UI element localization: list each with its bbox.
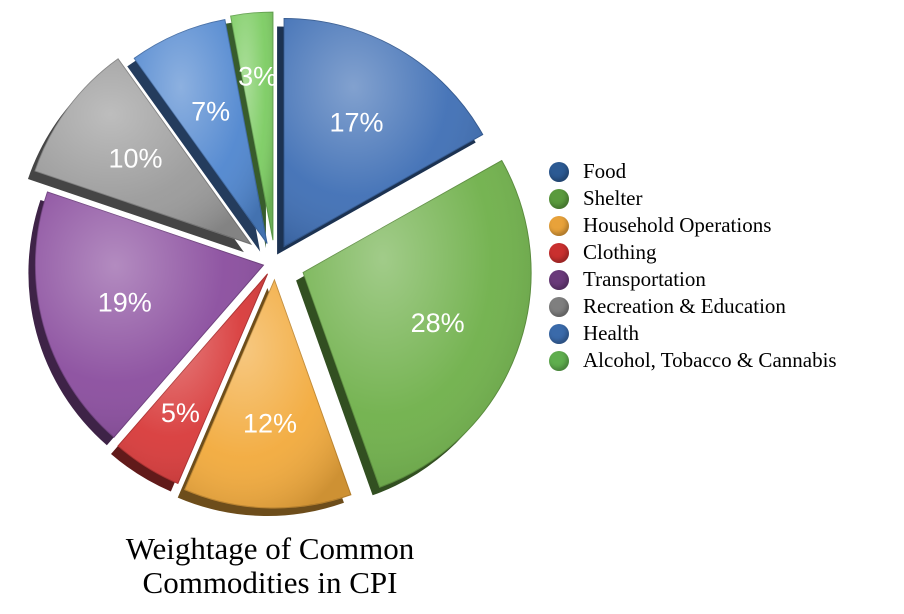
- legend-item-transportation: Transportation: [549, 266, 837, 293]
- legend-item-household-operations: Household Operations: [549, 212, 837, 239]
- legend-swatch: [549, 269, 569, 290]
- slice-label-health: 7%: [191, 97, 230, 127]
- legend-swatch: [549, 242, 569, 263]
- legend-label: Health: [583, 321, 639, 345]
- slice-label-shelter: 28%: [411, 308, 465, 338]
- slice-label-clothing: 5%: [161, 398, 200, 428]
- slice-label-food: 17%: [330, 107, 384, 137]
- legend-item-food: Food: [549, 158, 837, 185]
- legend-swatch: [549, 215, 569, 236]
- legend-swatch: [549, 161, 569, 182]
- legend-swatch: [549, 350, 569, 371]
- legend-label: Food: [583, 159, 627, 183]
- legend-swatch: [549, 188, 569, 209]
- legend-label: Household Operations: [583, 213, 772, 237]
- chart-title-line-1: Weightage of Common: [125, 531, 415, 566]
- legend-item-recreation-education: Recreation & Education: [549, 293, 837, 320]
- legend-item-alcohol-tobacco-cannabis: Alcohol, Tobacco & Cannabis: [549, 347, 837, 374]
- legend: Food Shelter Household Operations Clothi…: [549, 158, 837, 374]
- legend-label: Alcohol, Tobacco & Cannabis: [583, 348, 837, 372]
- slice-label-alcohol-tobacco-and-cannabis: 3%: [238, 62, 277, 92]
- pie-slice-highlight-transportation: [35, 191, 264, 438]
- legend-label: Recreation & Education: [583, 294, 786, 318]
- legend-item-health: Health: [549, 320, 837, 347]
- pie-slice-highlight-shelter: [303, 160, 532, 488]
- pie-slice-highlight-food: [284, 18, 483, 247]
- pie-slice-highlight-household-operations: [184, 279, 351, 508]
- pie-slice-highlight-health: [134, 19, 268, 244]
- slice-label-recreation-and-education: 10%: [108, 144, 162, 174]
- pie-slice-highlight-alcohol-tobacco-and-cannabis: [230, 12, 273, 241]
- pie-slice-highlight-recreation-and-education: [34, 58, 251, 245]
- legend-label: Clothing: [583, 240, 657, 264]
- chart-title: Weightage of Common Commodities in CPI: [60, 532, 480, 600]
- slice-label-household-operations: 12%: [243, 409, 297, 439]
- legend-swatch: [549, 296, 569, 317]
- legend-swatch: [549, 323, 569, 344]
- legend-item-clothing: Clothing: [549, 239, 837, 266]
- chart-title-line-2: Commodities in CPI: [142, 565, 398, 600]
- pie-slice-highlight-clothing: [118, 273, 268, 484]
- legend-item-shelter: Shelter: [549, 185, 837, 212]
- legend-label: Transportation: [583, 267, 706, 291]
- slice-label-transportation: 19%: [98, 288, 152, 318]
- legend-label: Shelter: [583, 186, 643, 210]
